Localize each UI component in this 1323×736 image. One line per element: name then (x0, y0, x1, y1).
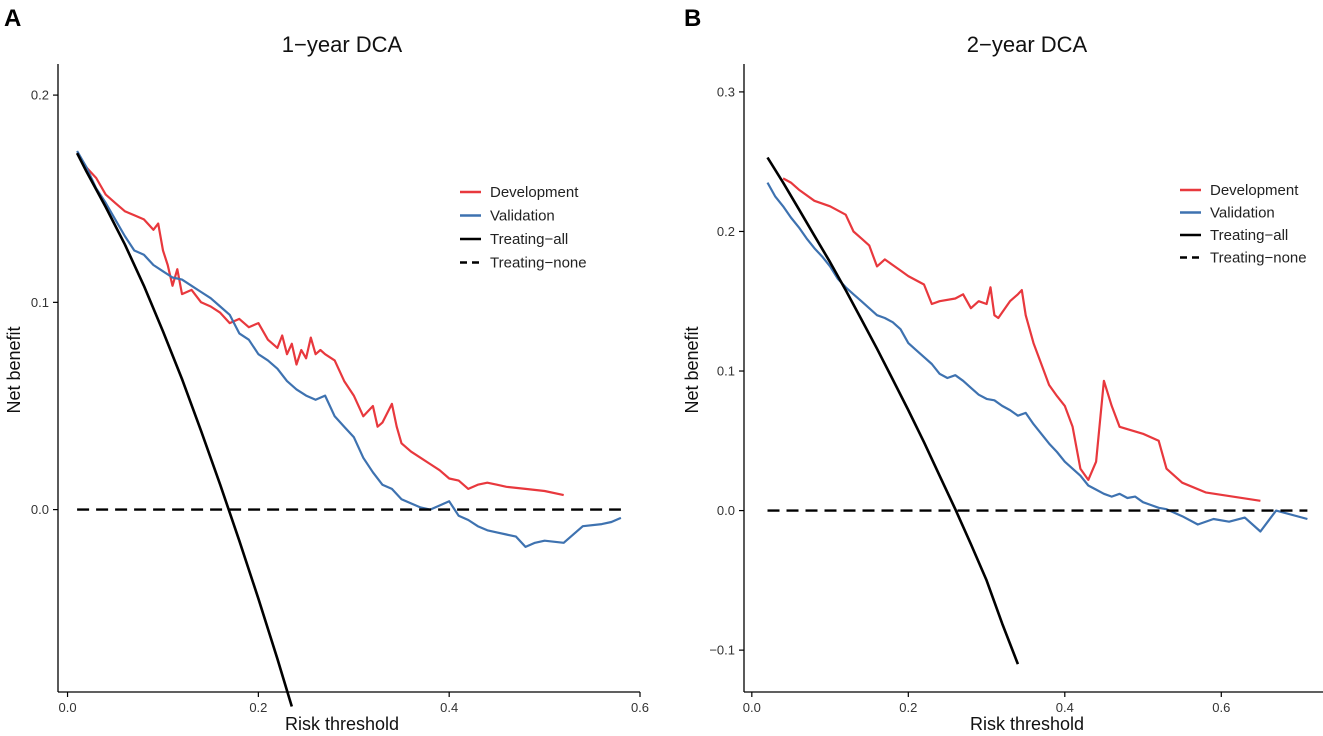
series-treating-all-line-a (75, 152, 294, 707)
axes-a: 0.0 0.2 0.4 0.6 0.0 0.1 0.2 (31, 64, 649, 715)
y-tick-label-a: 0.0 (31, 502, 49, 517)
legend-label-treating-none-b: Treating−none (1210, 250, 1307, 267)
legend-label-development-b: Development (1210, 182, 1299, 199)
y-tick-label-b: −0.1 (709, 643, 735, 658)
legend-b: Development Validation Treating−all Treatin… (1180, 182, 1307, 267)
y-tick-label-b: 0.3 (717, 84, 735, 99)
panel-letter-b: B (684, 5, 701, 32)
legend-label-validation-b: Validation (1210, 205, 1275, 222)
x-tick-label-b: 0.6 (1212, 700, 1230, 715)
series-development-line-b (782, 177, 1261, 502)
x-axis-label-a: Risk threshold (285, 714, 399, 734)
y-tick-label-b: 0.1 (717, 364, 735, 379)
y-axis-label-a: Net benefit (4, 326, 24, 413)
series-treating-all-line-b (766, 156, 1020, 665)
y-tick-label-b: 0.2 (717, 224, 735, 239)
x-tick-label-b: 0.4 (1056, 700, 1074, 715)
series-validation-line-a (76, 150, 622, 549)
x-tick-label-a: 0.2 (249, 700, 267, 715)
x-tick-label-a: 0.4 (440, 700, 458, 715)
legend-label-treating-none-a: Treating−none (490, 255, 587, 272)
y-tick-label-a: 0.1 (31, 295, 49, 310)
x-tick-label-b: 0.2 (899, 700, 917, 715)
chart-title-a: 1−year DCA (282, 32, 403, 57)
y-tick-label-a: 0.2 (31, 88, 49, 103)
x-axis-label-b: Risk threshold (970, 714, 1084, 734)
chart-title-b: 2−year DCA (967, 32, 1088, 57)
panel-b-chart: B 2−year DCA Risk threshold Net benefit … (682, 5, 1323, 734)
x-tick-label-b: 0.0 (743, 700, 761, 715)
axes-b: 0.0 0.2 0.4 0.6 −0.1 0.0 0.1 0.2 0.3 (709, 64, 1323, 715)
series-layer-a (75, 150, 622, 707)
x-tick-label-a: 0.6 (631, 700, 649, 715)
panel-letter-a: A (4, 5, 21, 32)
legend-label-validation-a: Validation (490, 208, 555, 225)
legend-label-development-a: Development (490, 184, 579, 201)
legend-a: Development Validation Treating−all Treatin… (460, 184, 587, 272)
series-development-line-a (76, 152, 564, 497)
y-tick-label-b: 0.0 (717, 503, 735, 518)
series-layer-b (766, 156, 1308, 665)
legend-label-treating-all-a: Treating−all (490, 231, 568, 248)
legend-label-treating-all-b: Treating−all (1210, 227, 1288, 244)
x-tick-label-a: 0.0 (59, 700, 77, 715)
panel-a-chart: A 1−year DCA Risk threshold Net benefit … (4, 5, 649, 734)
y-axis-label-b: Net benefit (682, 326, 702, 413)
